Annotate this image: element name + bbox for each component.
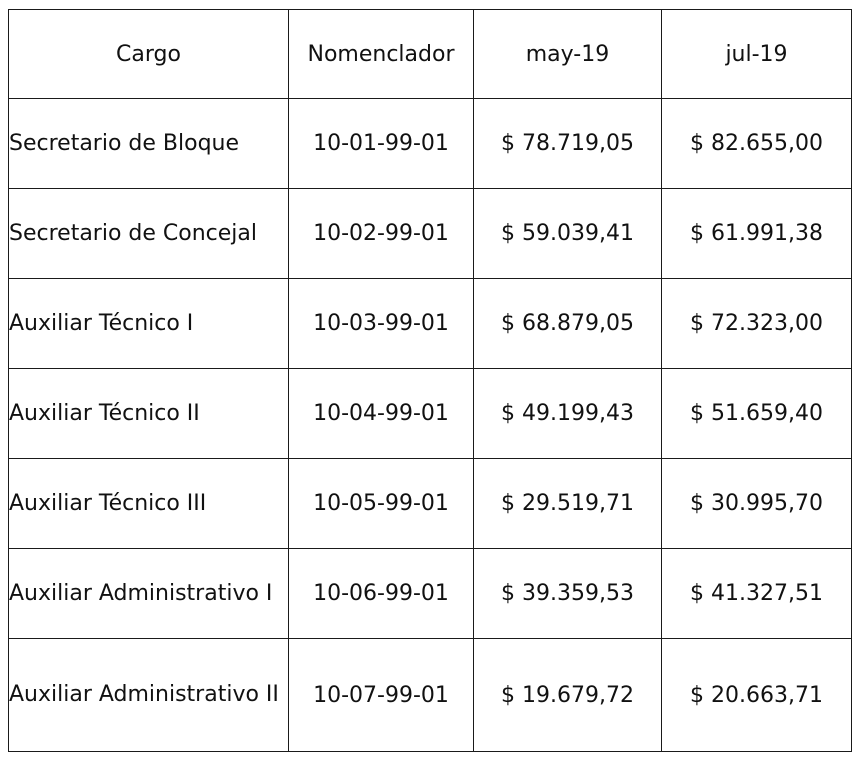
cell-cargo: Auxiliar Administrativo II [8,638,289,752]
table-body: Secretario de Bloque 10-01-99-01 $ 78.71… [8,98,852,752]
cell-may-19: $ 49.199,43 [473,368,662,459]
cell-may-19: $ 39.359,53 [473,548,662,639]
cell-nomenclador: 10-04-99-01 [288,368,474,459]
header-nomenclador: Nomenclador [288,9,474,99]
table-row: Auxiliar Técnico I 10-03-99-01 $ 68.879,… [8,278,852,369]
cell-may-19: $ 78.719,05 [473,98,662,189]
cell-may-19: $ 68.879,05 [473,278,662,369]
table-row: Auxiliar Técnico III 10-05-99-01 $ 29.51… [8,458,852,549]
cell-may-19: $ 19.679,72 [473,638,662,752]
header-cargo: Cargo [8,9,289,99]
cell-cargo: Secretario de Bloque [8,98,289,189]
table-row: Auxiliar Administrativo II 10-07-99-01 $… [8,638,852,752]
cell-cargo: Auxiliar Administrativo I [8,548,289,639]
cell-nomenclador: 10-01-99-01 [288,98,474,189]
cell-nomenclador: 10-05-99-01 [288,458,474,549]
cell-jul-19: $ 72.323,00 [661,278,852,369]
cell-jul-19: $ 30.995,70 [661,458,852,549]
cell-cargo: Secretario de Concejal [8,188,289,279]
cell-cargo: Auxiliar Técnico I [8,278,289,369]
cell-nomenclador: 10-02-99-01 [288,188,474,279]
header-row: Cargo Nomenclador may-19 jul-19 [8,9,852,99]
table-header: Cargo Nomenclador may-19 jul-19 [8,9,852,99]
cell-jul-19: $ 20.663,71 [661,638,852,752]
cell-jul-19: $ 41.327,51 [661,548,852,639]
table-row: Auxiliar Técnico II 10-04-99-01 $ 49.199… [8,368,852,459]
table-row: Secretario de Concejal 10-02-99-01 $ 59.… [8,188,852,279]
cell-jul-19: $ 61.991,38 [661,188,852,279]
cell-cargo: Auxiliar Técnico III [8,458,289,549]
cell-nomenclador: 10-03-99-01 [288,278,474,369]
table-row: Auxiliar Administrativo I 10-06-99-01 $ … [8,548,852,639]
cell-jul-19: $ 82.655,00 [661,98,852,189]
cell-nomenclador: 10-06-99-01 [288,548,474,639]
salary-table: Cargo Nomenclador may-19 jul-19 Secretar… [8,9,852,752]
cell-may-19: $ 59.039,41 [473,188,662,279]
cell-cargo: Auxiliar Técnico II [8,368,289,459]
cell-nomenclador: 10-07-99-01 [288,638,474,752]
cell-jul-19: $ 51.659,40 [661,368,852,459]
table-row: Secretario de Bloque 10-01-99-01 $ 78.71… [8,98,852,189]
cell-may-19: $ 29.519,71 [473,458,662,549]
header-jul-19: jul-19 [661,9,852,99]
header-may-19: may-19 [473,9,662,99]
